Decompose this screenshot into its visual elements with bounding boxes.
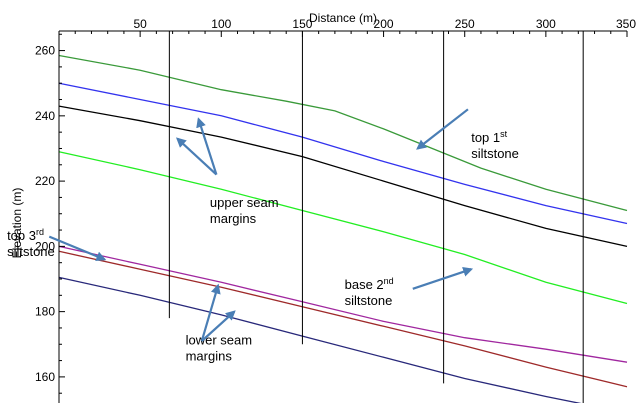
x-tick-label: 250 [455, 17, 475, 31]
annotation-arrow [201, 310, 236, 342]
series-line-1 [58, 54, 628, 212]
annotation-arrow [416, 108, 469, 150]
x-tick-label: 50 [133, 17, 147, 31]
annotation-arrow [48, 235, 107, 261]
annotation-arrow [412, 267, 474, 290]
x-tick-label: 150 [292, 17, 312, 31]
annotation-label: base 2nd [345, 276, 394, 292]
annotation-label: siltstone [7, 244, 55, 259]
annotation-label: siltstone [471, 146, 519, 161]
annotation-label: top 1st [471, 129, 507, 145]
x-tick-label: 350 [616, 17, 636, 31]
x-tick-label: 100 [211, 17, 231, 31]
annotation-arrow [200, 283, 221, 342]
y-tick-label: 200 [35, 239, 55, 253]
x-tick-label: 200 [374, 17, 394, 31]
series-line-2 [58, 82, 628, 225]
y-tick-label: 260 [35, 44, 55, 58]
series-layer [58, 54, 628, 403]
series-line-6 [58, 250, 628, 388]
distance-marker-lines [168, 31, 584, 403]
series-line-7 [58, 276, 582, 403]
annotation-label: lower seam [186, 332, 252, 347]
x-tick-label: 300 [536, 17, 556, 31]
annotation-label: margins [210, 211, 257, 226]
annotation-label: siltstone [345, 293, 393, 308]
annotation-label: upper seam [210, 195, 279, 210]
y-tick-label: 240 [35, 109, 55, 123]
series-line-4 [58, 151, 628, 305]
y-tick-label: 160 [35, 370, 55, 384]
y-tick-label: 220 [35, 174, 55, 188]
axes: 50 100 150 200 250 300 350 160 180 200 220 240 260 [35, 17, 636, 403]
annotation-arrow [196, 117, 218, 175]
annotation-label: top 3rd [7, 227, 44, 243]
annotation-label: margins [186, 348, 233, 363]
series-line-5 [58, 245, 628, 363]
annotation-arrow [175, 137, 218, 176]
y-axis-title: Elevation (m) [10, 188, 24, 259]
y-tick-label: 180 [35, 305, 55, 319]
series-line-3 [58, 105, 628, 248]
x-axis-title: Distance (m) [309, 11, 377, 25]
